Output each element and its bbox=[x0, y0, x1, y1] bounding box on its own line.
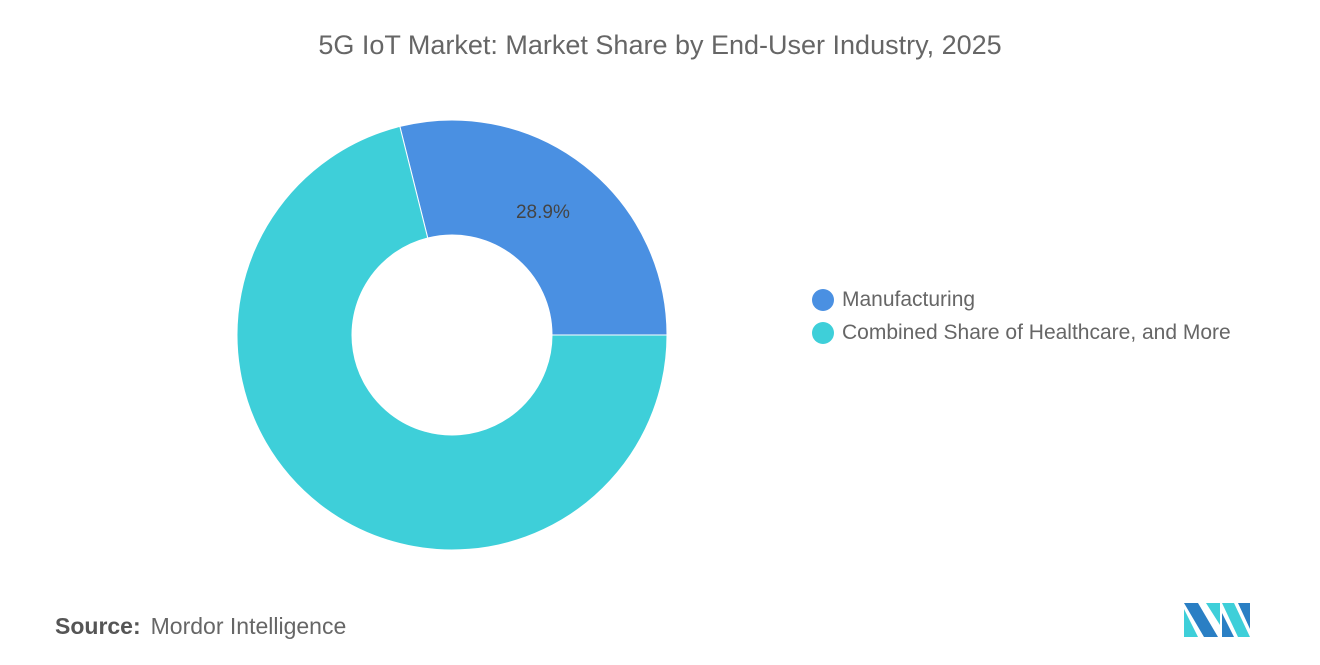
donut-slice-0[interactable] bbox=[399, 119, 668, 336]
legend-swatch bbox=[812, 288, 834, 311]
source-note: Source: Mordor Intelligence bbox=[55, 613, 346, 640]
legend-label: Combined Share of Healthcare, and More bbox=[842, 320, 1231, 344]
mordor-intelligence-logo-icon bbox=[1184, 603, 1250, 637]
donut-slice-1[interactable] bbox=[236, 125, 668, 551]
chart-title: 5G IoT Market: Market Share by End-User … bbox=[318, 30, 1002, 60]
legend: Manufacturing Combined Share of Healthca… bbox=[812, 283, 1231, 349]
legend-item-manufacturing[interactable]: Manufacturing bbox=[812, 283, 1231, 316]
legend-item-combined[interactable]: Combined Share of Healthcare, and More bbox=[812, 316, 1231, 349]
data-label: 28.9% bbox=[516, 202, 570, 223]
legend-swatch bbox=[812, 321, 834, 344]
source-value: Mordor Intelligence bbox=[150, 613, 347, 639]
legend-label: Manufacturing bbox=[842, 287, 976, 311]
source-label: Source: bbox=[55, 613, 141, 639]
